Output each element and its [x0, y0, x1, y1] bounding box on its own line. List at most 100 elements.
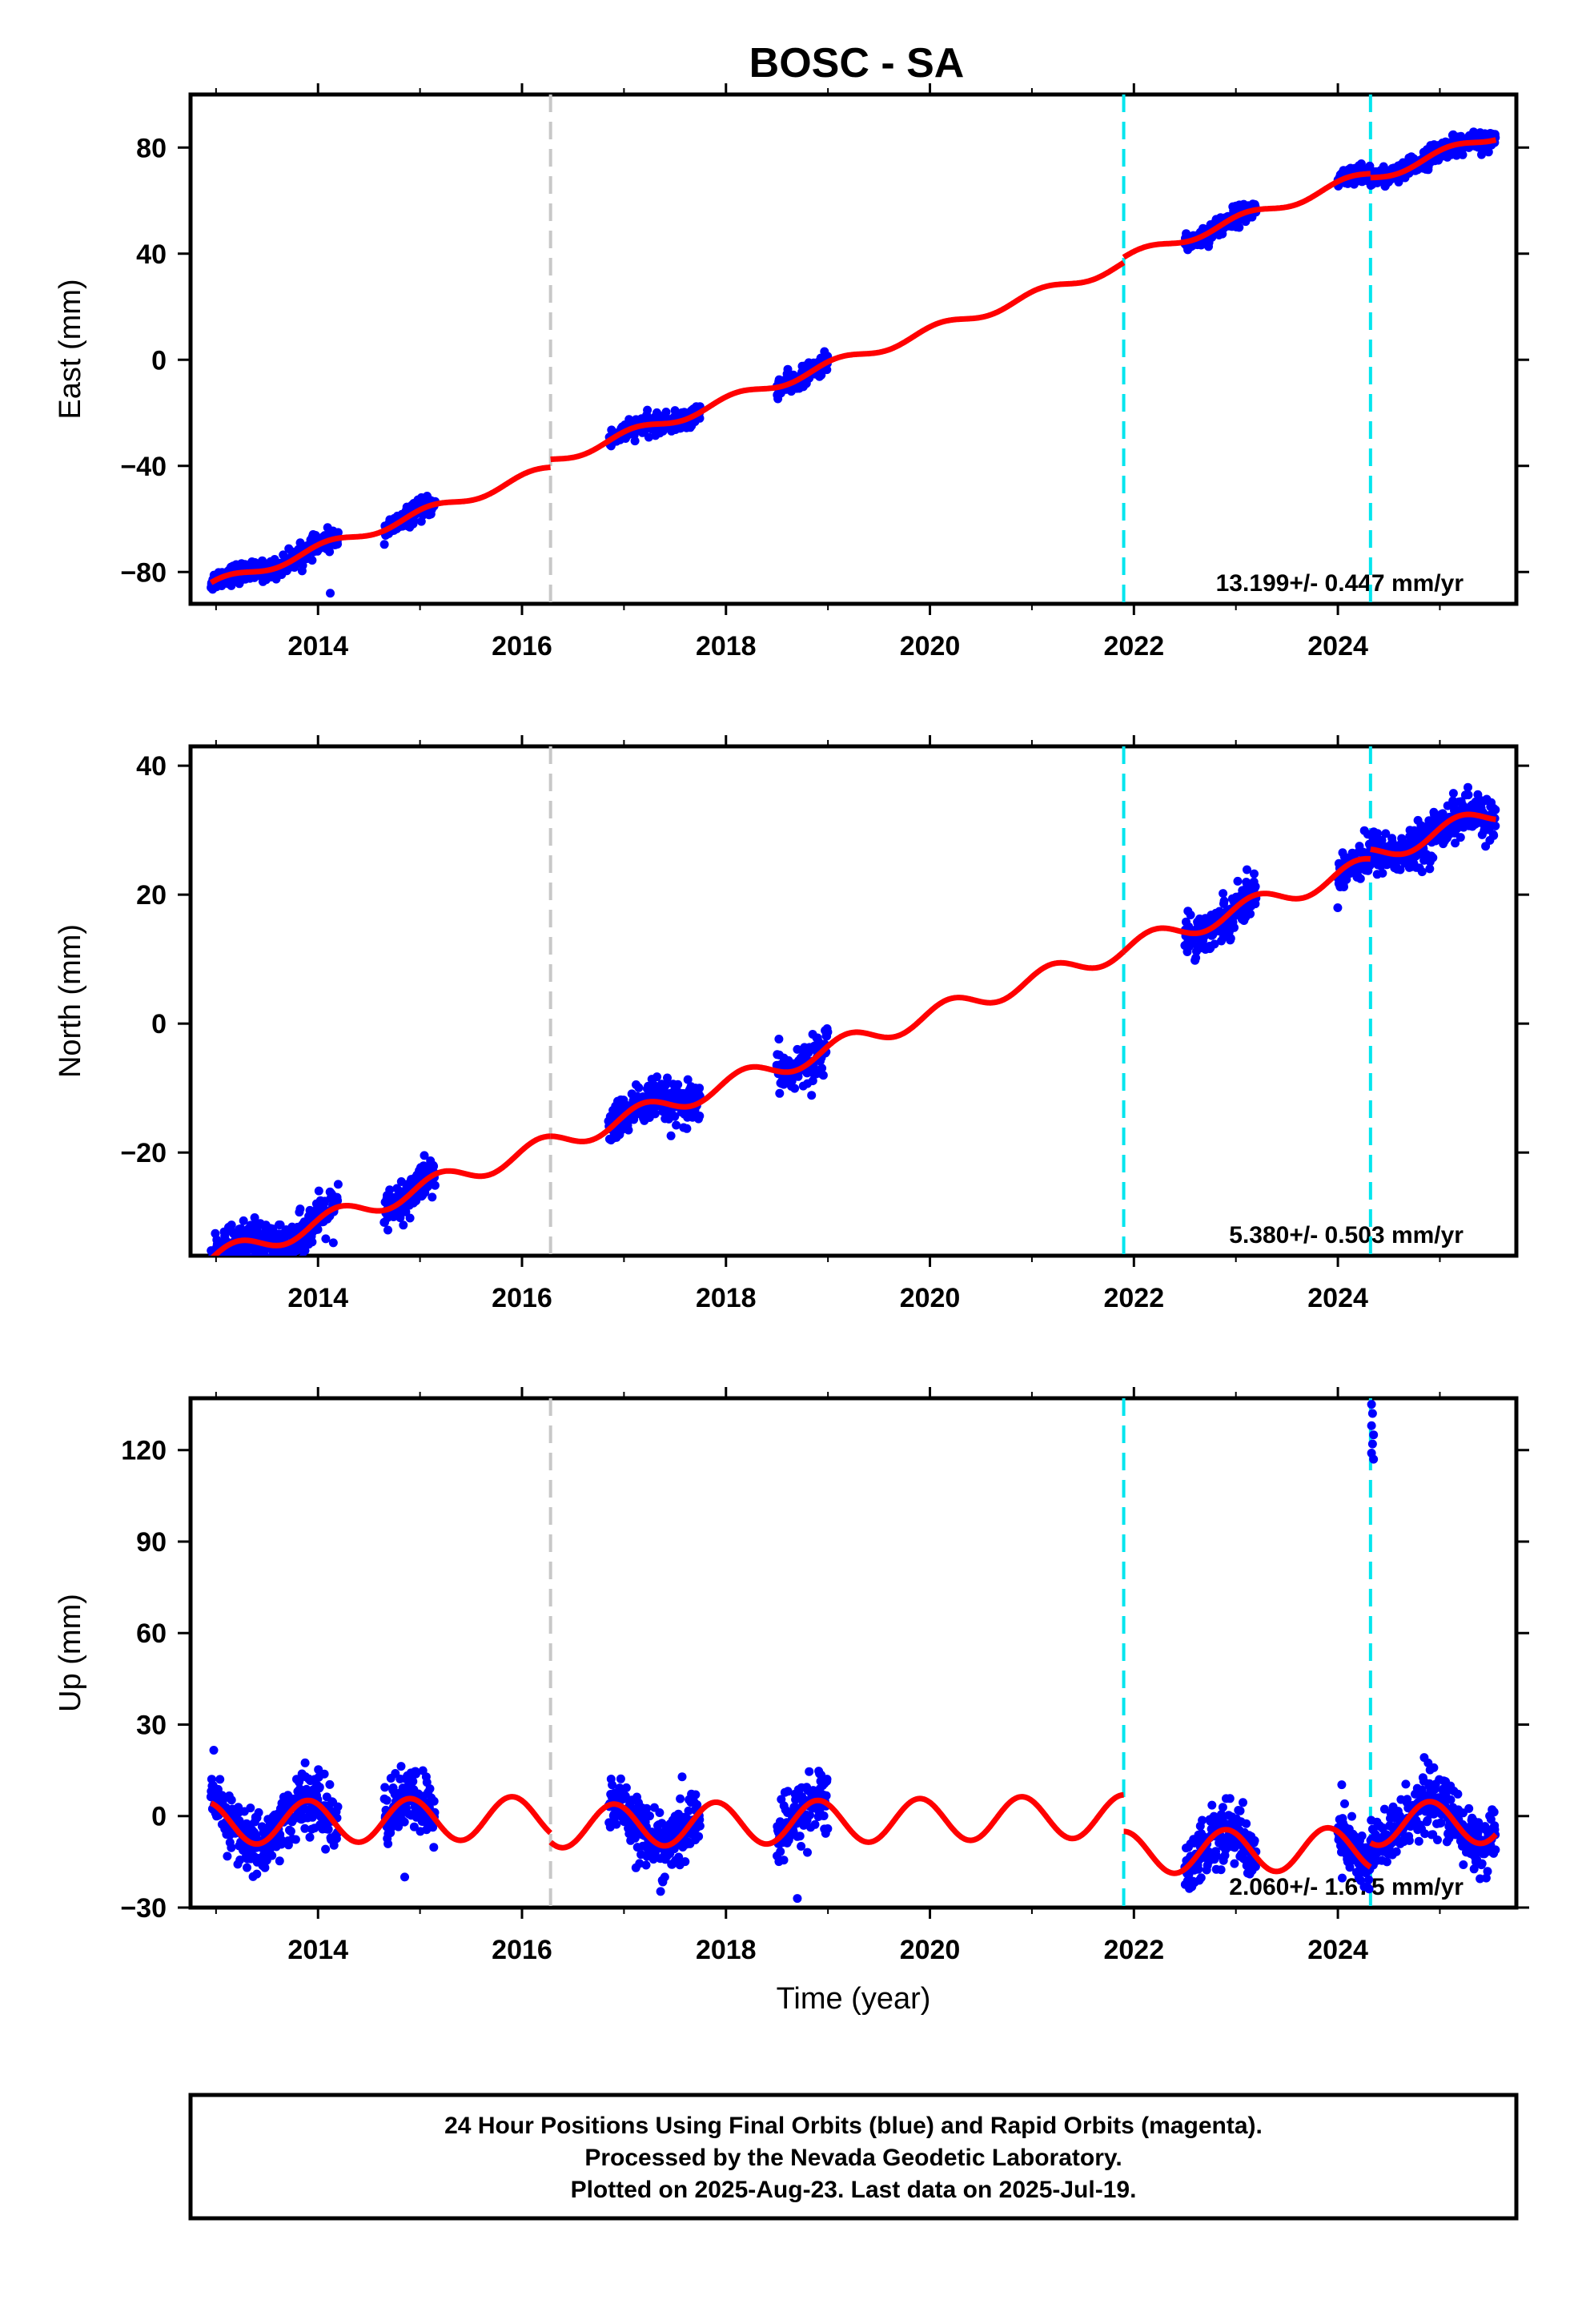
- data-point: [1373, 829, 1383, 838]
- data-point: [313, 1224, 323, 1234]
- data-point: [1481, 1873, 1491, 1883]
- data-point: [1250, 1835, 1259, 1845]
- data-point: [1483, 1867, 1492, 1876]
- data-point: [643, 405, 652, 415]
- data-point: [286, 1827, 295, 1836]
- data-point: [239, 1216, 248, 1225]
- data-point: [291, 1835, 300, 1844]
- data-point: [295, 1204, 305, 1214]
- data-point: [803, 1848, 812, 1857]
- data-point: [1251, 1862, 1260, 1872]
- y-tick-label: −20: [120, 1138, 167, 1168]
- data-point: [382, 1795, 391, 1805]
- data-point: [661, 1080, 671, 1089]
- data-point: [645, 1811, 654, 1821]
- fit-line: [1368, 1799, 1498, 1848]
- data-point: [823, 1824, 833, 1833]
- data-point: [666, 1131, 676, 1140]
- data-point: [425, 1784, 435, 1794]
- data-point: [1333, 903, 1343, 912]
- x-tick-label: 2024: [1307, 631, 1368, 661]
- data-point: [1456, 833, 1465, 842]
- axis-ticks: 2014 2016 2018 2020 2022 2024 −80 −40 0 40 80: [120, 83, 1529, 661]
- data-point: [1369, 1430, 1379, 1440]
- data-point: [684, 1806, 693, 1815]
- data-point: [1239, 1798, 1247, 1807]
- data-point: [1235, 223, 1244, 232]
- y-tick-label: 80: [136, 133, 167, 163]
- data-point: [300, 1758, 310, 1767]
- x-tick-label: 2024: [1307, 1935, 1368, 1965]
- data-point: [656, 1887, 665, 1896]
- data-point: [430, 1180, 440, 1190]
- y-tick-label: −80: [120, 557, 167, 588]
- data-point: [385, 1185, 395, 1195]
- data-point: [1469, 1864, 1479, 1874]
- data-point: [1196, 1873, 1206, 1883]
- data-point: [1198, 1815, 1207, 1825]
- x-tick-label: 2018: [696, 631, 757, 661]
- data-point: [227, 1843, 236, 1852]
- data-point: [333, 1802, 343, 1811]
- data-point: [793, 1894, 802, 1904]
- data-point: [1428, 853, 1438, 862]
- data-point: [279, 550, 288, 560]
- data-point: [652, 1072, 662, 1082]
- data-point: [795, 1831, 805, 1841]
- y-axis-label: North (mm): [54, 924, 87, 1078]
- fit-line: [548, 1791, 1126, 1851]
- data-point: [1459, 1860, 1468, 1869]
- data-point: [333, 540, 342, 549]
- x-tick-label: 2014: [287, 631, 348, 661]
- data-point: [793, 1044, 802, 1054]
- data-point: [695, 1084, 705, 1093]
- data-point: [307, 556, 317, 565]
- data-point: [1404, 1835, 1414, 1845]
- figure-title: BOSC - SA: [749, 40, 965, 86]
- data-point: [215, 1775, 225, 1784]
- y-tick-label: 120: [121, 1436, 167, 1466]
- data-point: [1364, 1884, 1374, 1894]
- x-tick-label: 2018: [696, 1935, 757, 1965]
- footer-line: Plotted on 2025-Aug-23. Last data on 202…: [571, 2177, 1137, 2203]
- data-point: [823, 1027, 833, 1037]
- data-point: [822, 1775, 832, 1784]
- data-point: [779, 1856, 789, 1865]
- data-point: [797, 1842, 806, 1851]
- data-point: [1387, 837, 1397, 846]
- fit-line: [1122, 171, 1373, 260]
- data-point: [1337, 1780, 1347, 1790]
- data-point: [673, 1080, 683, 1089]
- data-point: [1210, 939, 1219, 949]
- data-point: [1367, 1400, 1376, 1409]
- data-point: [608, 1780, 617, 1790]
- data-point: [810, 1819, 820, 1829]
- fit-line: [1122, 855, 1373, 954]
- data-point: [329, 1840, 339, 1850]
- rate-label: 13.199+/- 0.447 mm/yr: [1216, 570, 1464, 597]
- data-point: [1489, 830, 1499, 840]
- footer-frame: [188, 2093, 1519, 2221]
- data-point: [775, 1088, 785, 1098]
- data-point: [642, 1803, 652, 1813]
- data-point: [209, 1268, 218, 1277]
- data-point: [210, 1258, 219, 1267]
- data-point: [1489, 1807, 1499, 1817]
- data-point: [1219, 896, 1229, 906]
- y-tick-label: 40: [136, 751, 167, 782]
- plot-frame: [188, 92, 1519, 606]
- data-point: [1417, 1785, 1427, 1795]
- axis-ticks: 2014 2016 2018 2020 2022 2024 −20 0 20 40: [120, 735, 1529, 1313]
- data-point: [1416, 821, 1426, 830]
- data-point: [405, 1213, 415, 1223]
- data-point: [229, 1261, 238, 1269]
- data-point: [250, 1213, 259, 1222]
- data-point: [1377, 835, 1387, 845]
- data-point: [683, 1075, 693, 1084]
- data-point: [254, 1807, 263, 1817]
- data-point: [333, 1180, 343, 1189]
- y-tick-label: −30: [120, 1893, 167, 1924]
- fit-line: [1368, 811, 1498, 858]
- data-point: [1464, 1803, 1474, 1813]
- data-point: [1453, 1789, 1463, 1799]
